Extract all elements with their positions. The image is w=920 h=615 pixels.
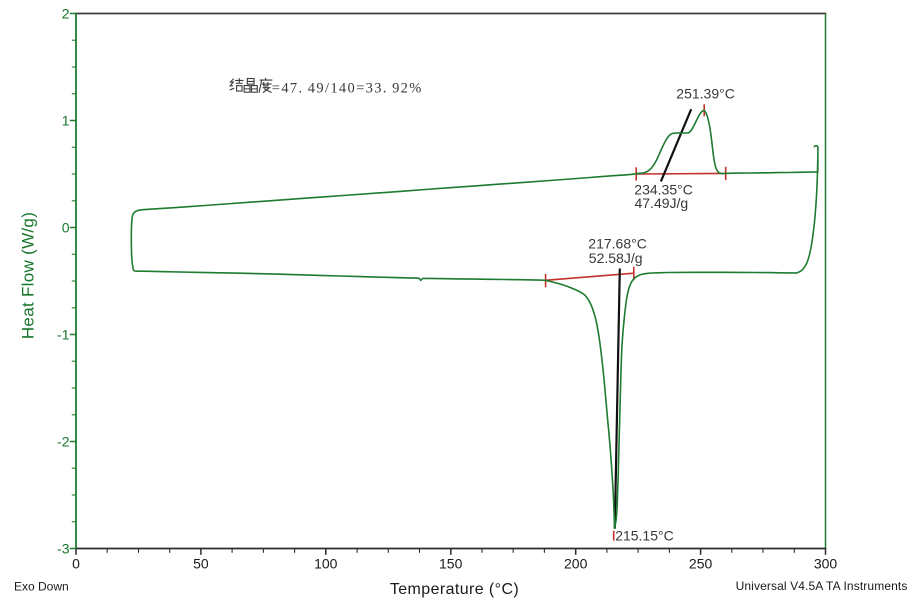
svg-text:200: 200 bbox=[564, 556, 588, 572]
svg-text:52.58J/g: 52.58J/g bbox=[589, 250, 643, 266]
svg-text:Exo Down: Exo Down bbox=[14, 580, 69, 594]
svg-text:251.39°C: 251.39°C bbox=[676, 86, 735, 102]
svg-text:-2: -2 bbox=[57, 433, 70, 449]
svg-text:0: 0 bbox=[62, 219, 70, 235]
svg-text:300: 300 bbox=[814, 556, 838, 572]
svg-text:Heat Flow (W/g): Heat Flow (W/g) bbox=[19, 212, 38, 339]
svg-text:Temperature (°C): Temperature (°C) bbox=[390, 581, 519, 598]
svg-text:=47. 49/140=33. 92%: =47. 49/140=33. 92% bbox=[272, 80, 423, 96]
svg-text:1: 1 bbox=[62, 112, 70, 128]
svg-text:234.35°C: 234.35°C bbox=[634, 182, 693, 198]
svg-text:150: 150 bbox=[439, 556, 463, 572]
svg-text:-1: -1 bbox=[57, 326, 70, 342]
svg-text:-3: -3 bbox=[57, 540, 70, 556]
svg-text:100: 100 bbox=[314, 556, 338, 572]
svg-text:47.49J/g: 47.49J/g bbox=[635, 195, 689, 211]
svg-text:Universal V4.5A TA Instruments: Universal V4.5A TA Instruments bbox=[736, 579, 908, 593]
svg-text:50: 50 bbox=[193, 556, 209, 572]
svg-text:250: 250 bbox=[689, 556, 713, 572]
svg-text:215.15°C: 215.15°C bbox=[615, 527, 674, 543]
svg-text:217.68°C: 217.68°C bbox=[588, 236, 647, 252]
svg-text:2: 2 bbox=[62, 5, 70, 21]
svg-text:0: 0 bbox=[72, 556, 80, 572]
